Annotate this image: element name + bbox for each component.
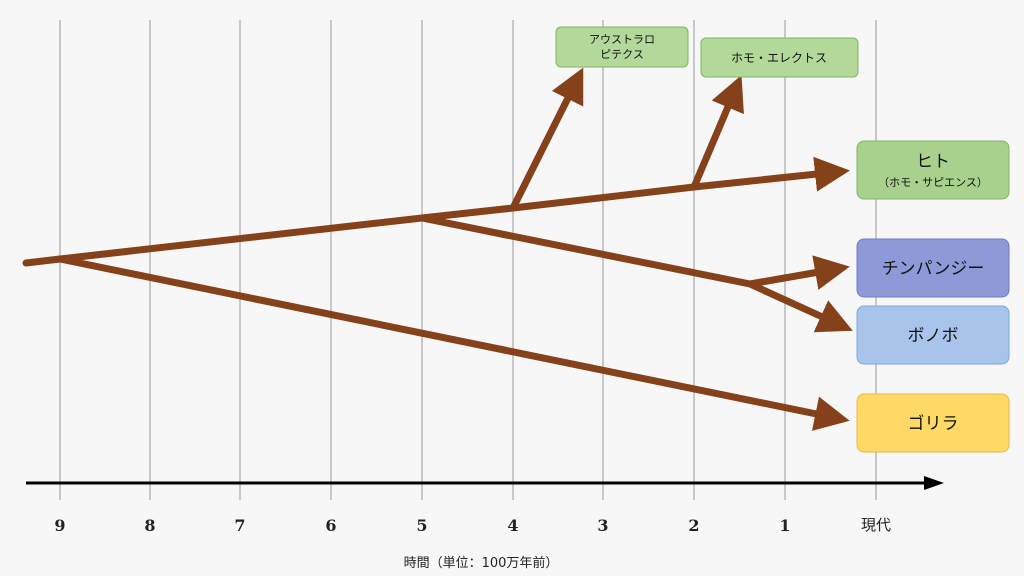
root-stem: [22, 255, 64, 267]
homo-erectus-node: ホモ・エレクトス: [700, 37, 859, 78]
present-label: 現代: [861, 516, 891, 534]
human-label: ヒト: [916, 152, 950, 172]
chimp-label: チンパンジー: [882, 259, 985, 279]
grid-lines: [59, 20, 877, 500]
branch-to-gorilla: [56, 255, 850, 431]
human-box: [856, 140, 1010, 200]
gorilla-node: ゴリラ: [856, 393, 1010, 453]
tick-label: 9: [54, 516, 65, 535]
time-axis: [26, 476, 944, 490]
australopithecus-node: アウストラロ ピテクス: [555, 26, 689, 68]
bonobo-node: ボノボ: [856, 305, 1010, 365]
branches: [22, 67, 853, 431]
branch-human-line: [56, 214, 426, 263]
human-sublabel: （ホモ・サピエンス）: [878, 176, 988, 189]
chimp-node: チンパンジー: [856, 238, 1010, 298]
gorilla-label: ゴリラ: [908, 413, 959, 434]
branch-to-human: [690, 156, 850, 192]
tick-labels: 9 8 7 6 5 4 3 2 1 現代: [54, 516, 891, 535]
tick-label: 7: [234, 516, 245, 535]
tick-label: 5: [416, 516, 427, 535]
branch-to-bonobo: [746, 280, 853, 333]
gorilla-box: [856, 393, 1010, 453]
branch-to-chimp: [746, 255, 850, 290]
bonobo-label: ボノボ: [908, 326, 959, 346]
australopithecus-box: [555, 26, 689, 68]
branch-human-line: [509, 183, 698, 212]
australopithecus-label: ピテクス: [600, 48, 644, 61]
bonobo-box: [856, 305, 1010, 365]
tick-label: 8: [144, 516, 155, 535]
australopithecus-label: アウストラロ: [589, 33, 655, 46]
branch-to-australopithecus: [509, 67, 584, 212]
axis-arrowhead: [924, 476, 944, 490]
human-node: ヒト （ホモ・サピエンス）: [856, 140, 1010, 200]
tick-label: 4: [507, 516, 518, 535]
tick-label: 3: [597, 516, 608, 535]
homo-erectus-label: ホモ・エレクトス: [731, 51, 827, 65]
homo-erectus-box: [700, 37, 859, 78]
axis-title: 時間（単位：100万年前）: [404, 555, 559, 571]
chimp-box: [856, 238, 1010, 298]
branch-pan-line: [418, 214, 754, 288]
tick-label: 6: [325, 516, 336, 535]
branch-human-line: [418, 204, 517, 222]
tick-label: 2: [688, 516, 699, 535]
branch-to-homo-erectus: [690, 75, 744, 191]
tick-label: 1: [779, 516, 790, 535]
